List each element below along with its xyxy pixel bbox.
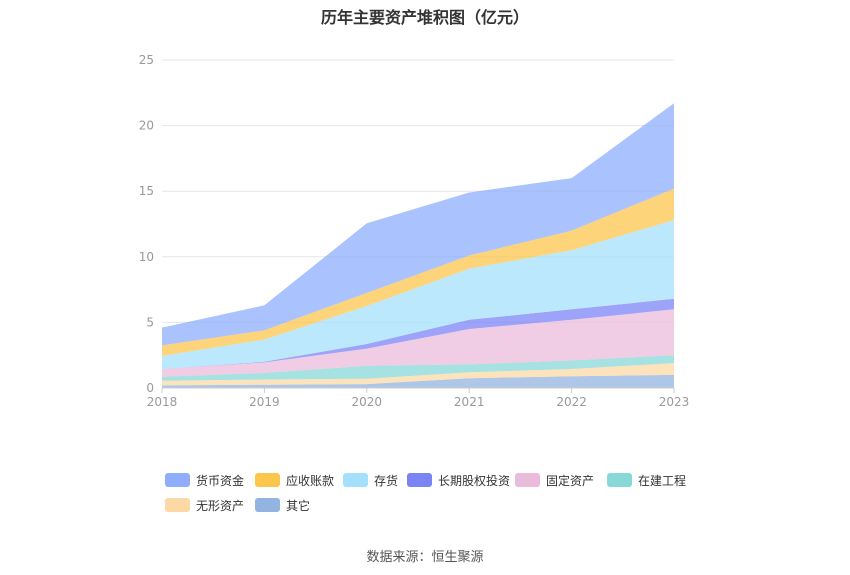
- legend-label: 其它: [286, 498, 311, 513]
- area-series-7[interactable]: [162, 103, 674, 346]
- legend-label: 应收账款: [286, 473, 335, 488]
- legend-label: 在建工程: [638, 473, 687, 488]
- area-series-3[interactable]: [162, 309, 674, 377]
- legend-label: 货币资金: [196, 473, 245, 488]
- area-series-2[interactable]: [162, 355, 674, 381]
- x-tick-label: 2023: [659, 395, 690, 409]
- legend-label: 固定资产: [546, 473, 595, 488]
- legend-label: 存货: [374, 473, 399, 488]
- axis-layer: 0 5 10 15 20 25 2018 2019 2020 2021 2022 2023: [139, 53, 690, 409]
- y-tick-label: 15: [139, 184, 154, 198]
- x-tick-label: 2022: [556, 395, 587, 409]
- chart-title: 历年主要资产堆积图（亿元）: [320, 8, 529, 27]
- y-tick-label: 5: [146, 315, 154, 329]
- legend-swatch: [165, 498, 190, 512]
- area-series-6[interactable]: [162, 188, 674, 356]
- legend-swatch: [343, 473, 368, 487]
- y-tick-label: 20: [139, 119, 154, 133]
- legend-item[interactable]: 货币资金: [165, 472, 244, 488]
- area-series-4[interactable]: [162, 298, 674, 369]
- y-tick-label: 0: [146, 381, 154, 395]
- area-layer: [162, 103, 674, 388]
- legend-item[interactable]: 其它: [255, 497, 310, 513]
- y-tick-label: 10: [139, 250, 154, 264]
- x-tick-label: 2020: [352, 395, 383, 409]
- legend-swatch: [607, 473, 632, 487]
- legend-item[interactable]: 固定资产: [515, 472, 594, 488]
- source-note: 数据来源：恒生聚源: [366, 550, 484, 565]
- legend-swatch: [515, 473, 540, 487]
- legend-swatch: [407, 473, 432, 487]
- legend-label: 长期股权投资: [438, 473, 511, 488]
- legend-swatch: [255, 498, 280, 512]
- area-series-1[interactable]: [162, 363, 674, 386]
- x-tick-label: 2019: [249, 395, 280, 409]
- legend-item[interactable]: 存货: [343, 472, 398, 488]
- x-tick-label: 2018: [147, 395, 178, 409]
- legend-item[interactable]: 无形资产: [165, 497, 244, 513]
- x-tick-label: 2021: [454, 395, 485, 409]
- area-series-5[interactable]: [162, 220, 674, 369]
- legend-label: 无形资产: [196, 498, 245, 513]
- legend-swatch: [165, 473, 190, 487]
- legend-swatch: [255, 473, 280, 487]
- legend-item[interactable]: 应收账款: [255, 472, 334, 488]
- legend-item[interactable]: 长期股权投资: [407, 472, 510, 488]
- legend-item[interactable]: 在建工程: [607, 472, 686, 488]
- y-tick-label: 25: [139, 53, 154, 67]
- area-series-0[interactable]: [162, 374, 674, 388]
